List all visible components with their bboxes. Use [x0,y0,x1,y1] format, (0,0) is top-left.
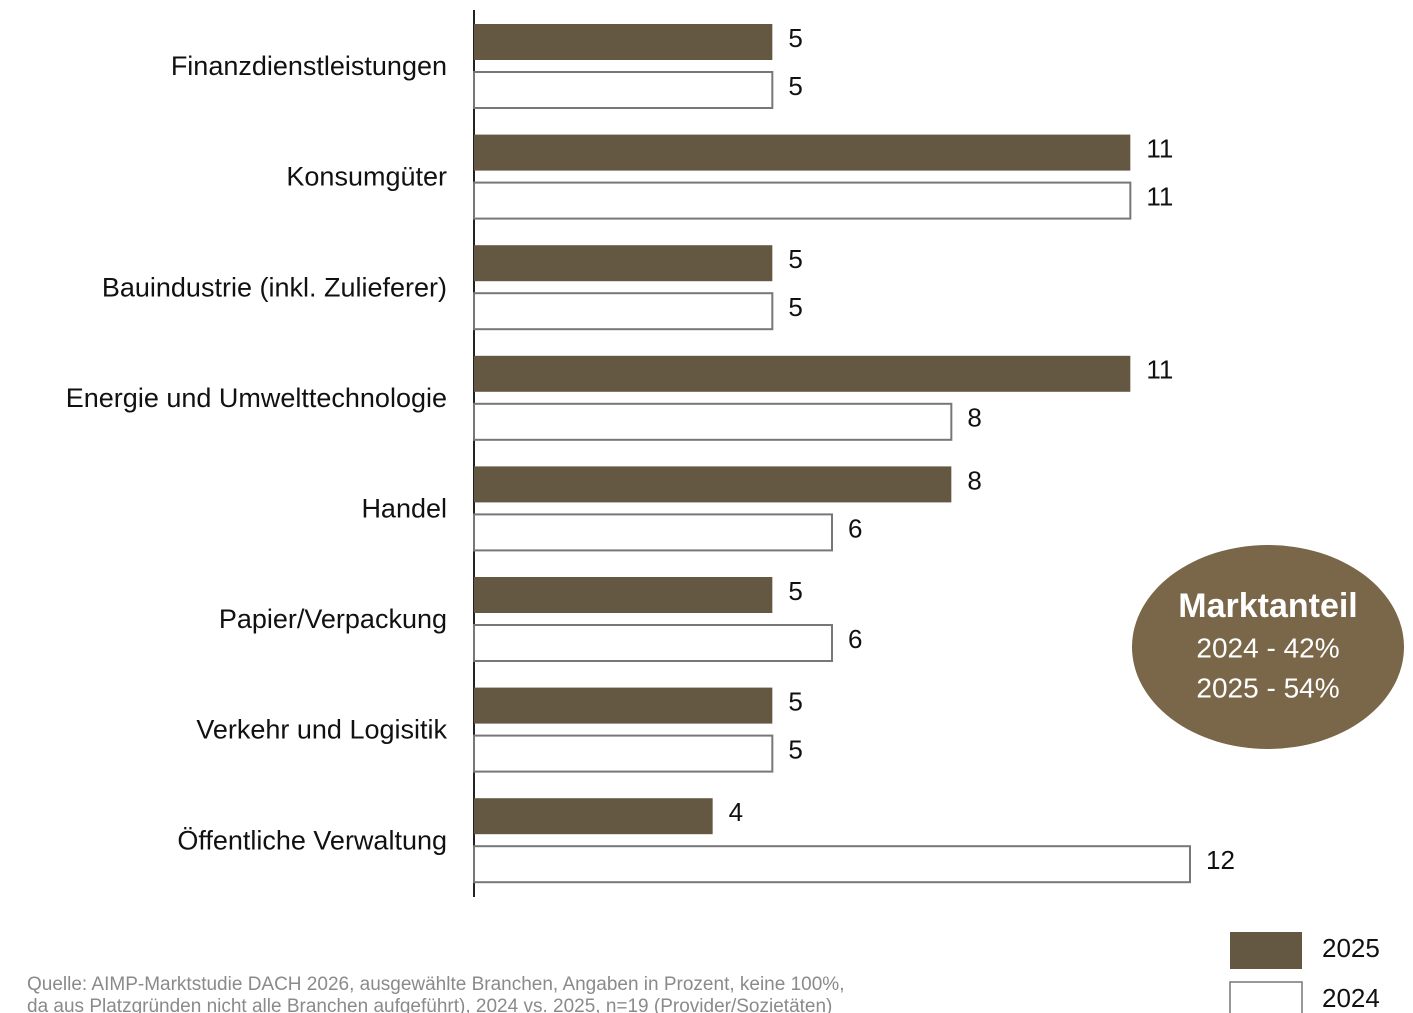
value-label: 5 [788,23,802,53]
bar [474,798,713,835]
legend-label: 2025 [1322,933,1380,963]
category-label: Konsumgüter [286,162,447,192]
bar [474,355,1131,392]
legend-swatch [1230,932,1302,969]
annotation-text: 2024 - 42% [1196,632,1339,663]
value-label: 5 [788,244,802,274]
bar [474,466,952,503]
bar [473,513,833,552]
category-label: Handel [361,494,447,524]
value-label: 11 [1146,355,1173,385]
bar [473,734,774,773]
footnote: da aus Platzgründen nicht alle Branchen … [27,996,832,1013]
value-label: 8 [967,465,981,495]
bar [474,687,773,724]
bar [474,245,773,282]
bar [474,24,773,60]
bar [473,845,1191,884]
value-label: 4 [729,797,743,827]
category-label: Öffentliche Verwaltung [177,825,447,855]
value-label: 5 [788,292,802,322]
bar [473,402,953,441]
value-label: 5 [788,686,802,716]
bar [473,181,1132,220]
legend-swatch [1229,981,1303,1013]
annotation-text: 2025 - 54% [1196,672,1339,703]
value-label: 5 [788,576,802,606]
category-label: Papier/Verpackung [219,604,447,634]
value-label: 6 [848,624,862,654]
annotation-text: Marktanteil [1178,587,1358,625]
legend-label: 2024 [1322,983,1380,1013]
footnote: Quelle: AIMP-Marktstudie DACH 2026, ausg… [27,974,844,995]
value-label: 5 [788,734,802,764]
value-label: 12 [1206,845,1235,875]
category-label: Finanzdienstleistungen [171,51,447,81]
value-label: 11 [1146,133,1173,163]
category-label: Verkehr und Logisitik [196,715,447,745]
value-label: 8 [967,403,981,433]
value-label: 11 [1146,181,1173,211]
value-label: 5 [788,71,802,101]
category-label: Bauindustrie (inkl. Zulieferer) [102,272,447,302]
annotation-bubble [1132,545,1404,749]
bar [474,134,1131,171]
bar [473,71,774,109]
value-label: 6 [848,513,862,543]
bar [473,624,833,662]
category-label: Energie und Umwelttechnologie [66,383,447,413]
bar [473,292,774,331]
bar [474,577,773,613]
